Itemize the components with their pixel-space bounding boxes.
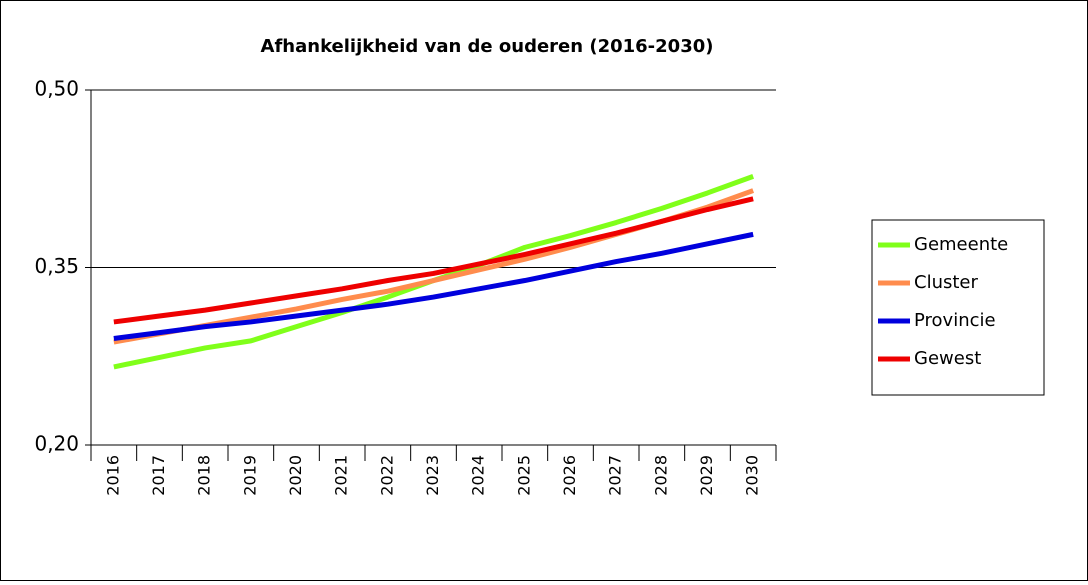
x-tick-label: 2027 (606, 455, 625, 496)
x-tick-label: 2025 (514, 455, 533, 496)
x-tick-label: 2022 (377, 455, 396, 496)
x-tick-label: 2017 (149, 455, 168, 496)
legend-label: Gewest (914, 348, 981, 369)
x-tick-label: 2024 (469, 455, 488, 496)
series-line (113, 231, 754, 341)
x-tick-label: 2023 (423, 455, 442, 496)
x-tick-label: 2018 (195, 455, 214, 496)
x-tick-label: 2020 (286, 455, 305, 496)
legend-box (871, 219, 1045, 396)
x-tick-label: 2021 (332, 455, 351, 496)
legend-label: Cluster (914, 272, 978, 293)
x-tick-label: 2019 (240, 455, 259, 496)
x-tick-label: 2029 (697, 455, 716, 496)
legend-label: Provincie (914, 310, 996, 331)
chart-title: Afhankelijkheid van de ouderen (2016-203… (261, 36, 714, 57)
series-line (113, 196, 754, 325)
x-tick-label: 2030 (743, 455, 762, 496)
y-tick-label: 0,50 (34, 77, 79, 101)
x-tick-label: 2016 (103, 455, 122, 496)
y-tick-label: 0,20 (34, 432, 79, 456)
y-tick-label: 0,35 (34, 254, 79, 278)
legend-label: Gemeente (914, 234, 1008, 255)
x-tick-label: 2026 (560, 455, 579, 496)
x-tick-label: 2028 (651, 455, 670, 496)
